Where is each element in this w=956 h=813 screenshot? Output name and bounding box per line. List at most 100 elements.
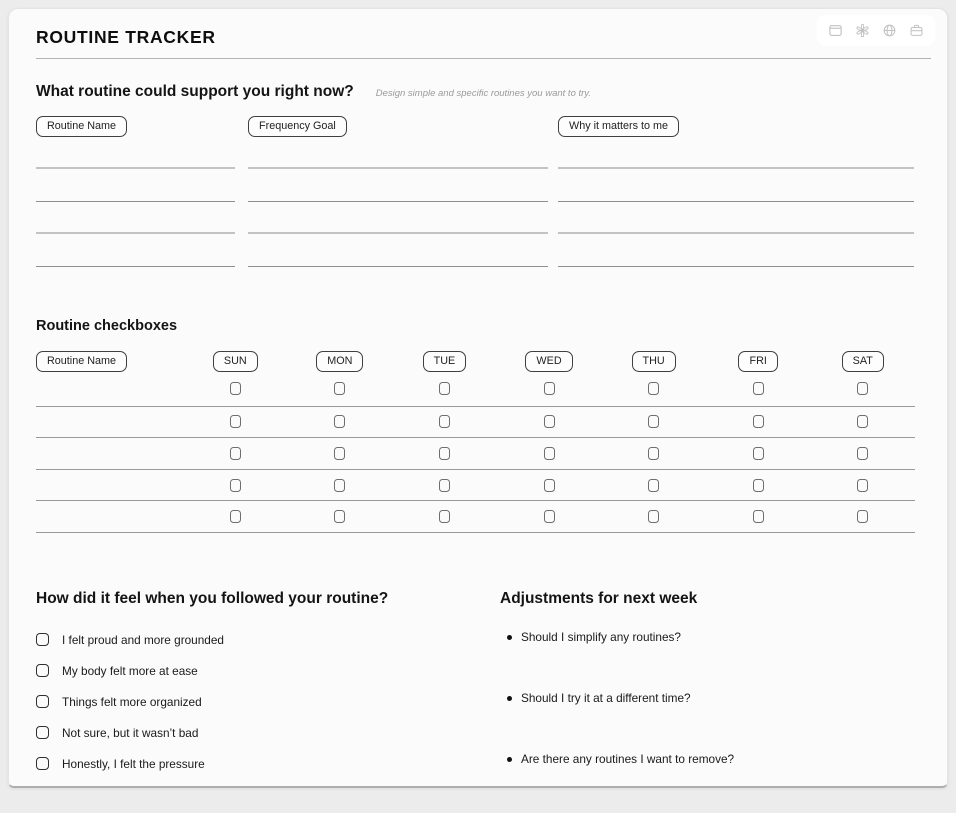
tracker-heading: Routine checkboxes bbox=[36, 317, 178, 334]
window-icon[interactable] bbox=[828, 23, 843, 38]
write-line[interactable] bbox=[36, 137, 235, 170]
day-checkbox[interactable] bbox=[543, 478, 555, 492]
day-header-sat: SAT bbox=[841, 350, 884, 372]
day-checkbox[interactable] bbox=[334, 446, 346, 460]
day-header-thu: THU bbox=[631, 350, 676, 372]
day-checkbox[interactable] bbox=[543, 382, 555, 396]
header-divider bbox=[36, 58, 931, 59]
write-line[interactable] bbox=[248, 202, 548, 235]
reflection-option: My body felt more at ease bbox=[36, 664, 500, 678]
write-line[interactable] bbox=[36, 234, 235, 267]
openai-icon[interactable] bbox=[855, 23, 870, 38]
reflection-heading: How did it feel when you followed your r… bbox=[36, 589, 389, 607]
day-checkbox[interactable] bbox=[229, 382, 241, 396]
day-checkbox[interactable] bbox=[648, 510, 660, 524]
day-checkbox[interactable] bbox=[752, 446, 764, 460]
day-checkbox[interactable] bbox=[752, 382, 764, 396]
toolbar bbox=[817, 15, 935, 46]
column-label-routine-name: Routine Name bbox=[36, 116, 128, 137]
day-checkbox[interactable] bbox=[543, 415, 555, 429]
write-line[interactable] bbox=[558, 202, 914, 235]
tracker-table: Routine Name SUN MON TUE WED THU FRI SAT bbox=[36, 350, 915, 533]
write-line[interactable] bbox=[558, 169, 914, 202]
day-checkbox[interactable] bbox=[334, 415, 346, 429]
adjustment-item: Are there any routines I want to remove? bbox=[500, 752, 947, 766]
day-checkbox[interactable] bbox=[438, 382, 450, 396]
day-checkbox[interactable] bbox=[752, 478, 764, 492]
adjustment-item: Should I simplify any routines? bbox=[500, 630, 947, 644]
write-line[interactable] bbox=[36, 169, 235, 202]
day-checkbox[interactable] bbox=[543, 510, 555, 524]
day-checkbox[interactable] bbox=[857, 415, 869, 429]
tracker-header-row: Routine Name SUN MON TUE WED THU FRI SAT bbox=[36, 350, 915, 372]
day-checkbox[interactable] bbox=[438, 510, 450, 524]
bullet-icon bbox=[507, 756, 512, 762]
day-checkbox[interactable] bbox=[438, 415, 450, 429]
option-checkbox[interactable] bbox=[36, 726, 49, 740]
write-line[interactable] bbox=[248, 137, 548, 170]
day-checkbox[interactable] bbox=[752, 510, 764, 524]
option-checkbox[interactable] bbox=[36, 664, 49, 678]
globe-icon[interactable] bbox=[882, 23, 897, 38]
planner-column-why-it-matters bbox=[558, 137, 914, 267]
bullet-icon bbox=[507, 634, 512, 640]
reflection-option: Things felt more organized bbox=[36, 695, 500, 709]
option-checkbox[interactable] bbox=[36, 633, 49, 647]
column-label-why-it-matters: Why it matters to me bbox=[558, 116, 679, 137]
day-header-fri: FRI bbox=[738, 350, 778, 372]
day-checkbox[interactable] bbox=[752, 415, 764, 429]
day-checkbox[interactable] bbox=[648, 415, 660, 429]
option-label: Honestly, I felt the pressure bbox=[62, 756, 205, 771]
tracker-row bbox=[36, 470, 915, 502]
option-checkbox[interactable] bbox=[36, 757, 49, 771]
day-checkbox[interactable] bbox=[648, 446, 660, 460]
day-checkbox[interactable] bbox=[857, 382, 869, 396]
day-checkbox[interactable] bbox=[438, 446, 450, 460]
planner-section: What routine could support you right now… bbox=[36, 82, 947, 267]
adjustment-item: Should I try it at a different time? bbox=[500, 691, 947, 705]
option-label: I felt proud and more grounded bbox=[62, 632, 224, 647]
day-checkbox[interactable] bbox=[543, 446, 555, 460]
day-checkbox[interactable] bbox=[648, 478, 660, 492]
tracker-row bbox=[36, 438, 915, 470]
day-checkbox[interactable] bbox=[229, 510, 241, 524]
day-checkbox[interactable] bbox=[334, 382, 346, 396]
write-line[interactable] bbox=[558, 234, 914, 267]
option-label: Not sure, but it wasn’t bad bbox=[62, 725, 199, 740]
briefcase-icon[interactable] bbox=[909, 23, 924, 38]
routine-tracker-page: ROUTINE TRACKER bbox=[8, 8, 948, 788]
write-line[interactable] bbox=[248, 234, 548, 267]
planner-column-frequency-goal bbox=[248, 137, 548, 267]
day-checkbox[interactable] bbox=[857, 510, 869, 524]
write-line[interactable] bbox=[36, 202, 235, 235]
day-header-tue: TUE bbox=[422, 350, 467, 372]
day-checkbox[interactable] bbox=[229, 478, 241, 492]
reflection-option: Honestly, I felt the pressure bbox=[36, 757, 500, 771]
day-header-wed: WED bbox=[525, 350, 573, 372]
day-checkbox[interactable] bbox=[334, 478, 346, 492]
option-label: Things felt more organized bbox=[62, 694, 202, 709]
day-checkbox[interactable] bbox=[229, 415, 241, 429]
reflection-section: How did it feel when you followed your r… bbox=[36, 589, 500, 813]
day-checkbox[interactable] bbox=[438, 478, 450, 492]
day-header-mon: MON bbox=[316, 350, 364, 372]
write-line[interactable] bbox=[248, 169, 548, 202]
day-checkbox[interactable] bbox=[334, 510, 346, 524]
day-checkbox[interactable] bbox=[857, 446, 869, 460]
tracker-section: Routine checkboxes Routine Name SUN MON … bbox=[36, 317, 947, 533]
page-title: ROUTINE TRACKER bbox=[36, 27, 216, 47]
day-checkbox[interactable] bbox=[648, 382, 660, 396]
tracker-row bbox=[36, 372, 915, 407]
planner-column-routine-name bbox=[36, 137, 235, 267]
adjustment-label: Should I try it at a different time? bbox=[521, 690, 691, 705]
day-checkbox[interactable] bbox=[229, 446, 241, 460]
write-line[interactable] bbox=[558, 137, 914, 170]
option-label: My body felt more at ease bbox=[62, 663, 198, 678]
reflection-option: I felt proud and more grounded bbox=[36, 633, 500, 647]
option-checkbox[interactable] bbox=[36, 695, 49, 709]
day-checkbox[interactable] bbox=[857, 478, 869, 492]
adjustments-section: Adjustments for next week Should I simpl… bbox=[500, 589, 947, 813]
adjustment-label: Should I simplify any routines? bbox=[521, 629, 681, 644]
reflection-option: Not sure, but it wasn’t bad bbox=[36, 726, 500, 740]
tracker-row bbox=[36, 501, 915, 533]
